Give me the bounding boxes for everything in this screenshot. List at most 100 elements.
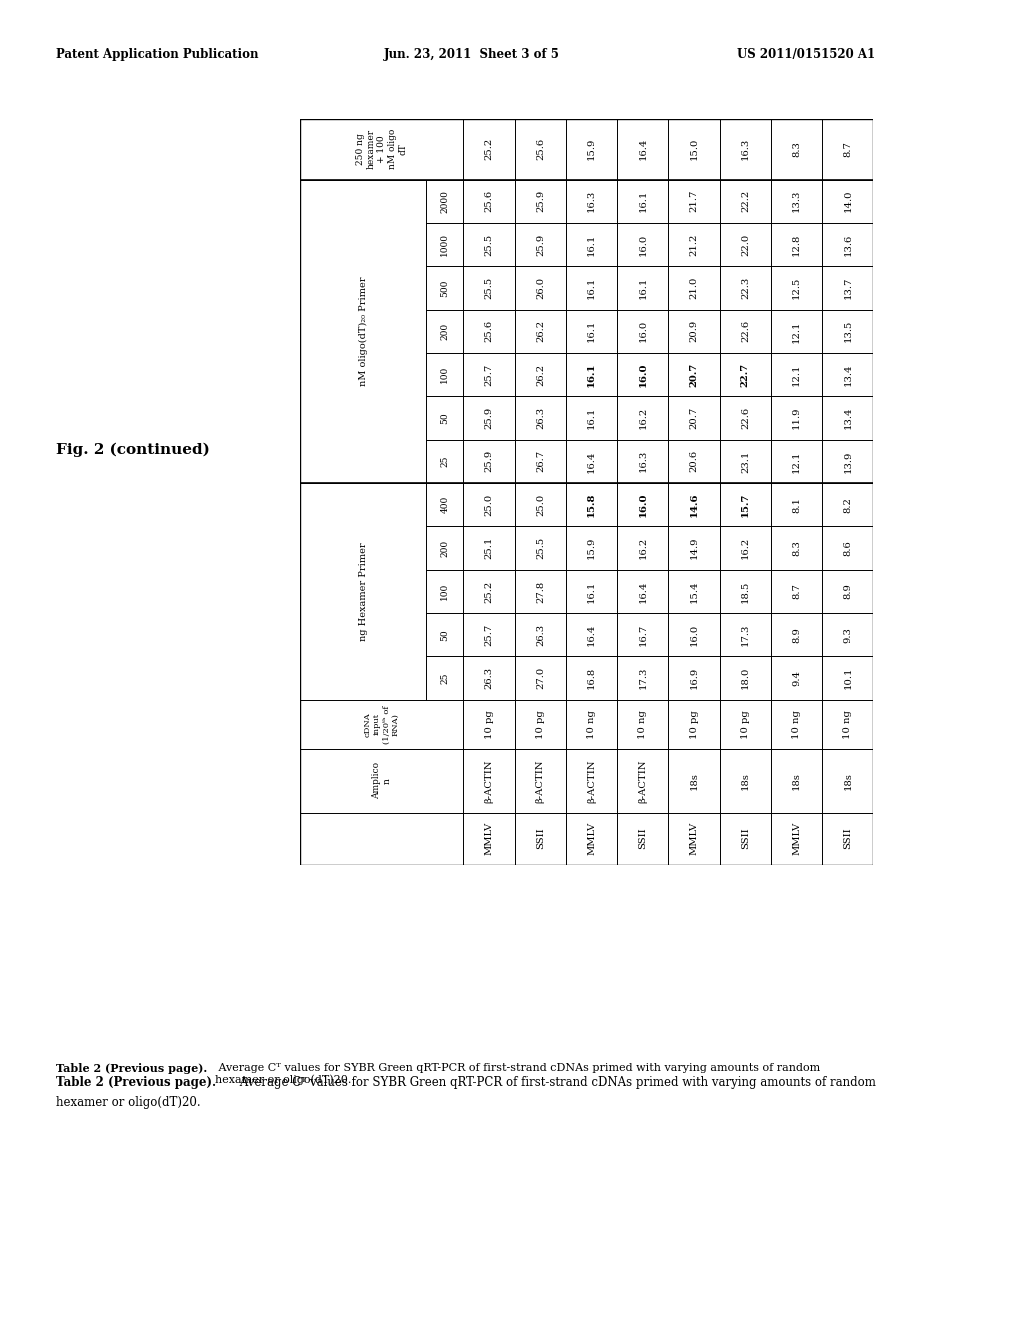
Text: 20.9: 20.9 (689, 321, 698, 342)
Text: 22.7: 22.7 (740, 363, 750, 387)
Bar (617, 527, 669, 570)
Bar (617, 700, 669, 748)
Text: 16.4: 16.4 (587, 623, 596, 645)
Bar (720, 180, 771, 223)
Bar (515, 483, 566, 527)
Text: Fig. 2 (continued): Fig. 2 (continued) (56, 442, 210, 457)
Bar (566, 267, 617, 310)
Bar (515, 180, 566, 223)
Bar (669, 527, 720, 570)
Text: 9.3: 9.3 (844, 627, 852, 643)
Bar (515, 570, 566, 612)
Bar (617, 570, 669, 612)
Bar (720, 352, 771, 396)
Text: 16.3: 16.3 (740, 139, 750, 160)
Bar (771, 527, 822, 570)
Bar (822, 223, 873, 267)
Text: 25.7: 25.7 (484, 623, 494, 645)
Text: 16.1: 16.1 (587, 363, 596, 387)
Bar (426, 310, 464, 352)
Text: 15.8: 15.8 (587, 492, 596, 517)
Bar (566, 310, 617, 352)
Bar (300, 748, 464, 813)
Text: 15.9: 15.9 (587, 139, 596, 160)
Text: 26.7: 26.7 (536, 450, 545, 473)
Text: 2000: 2000 (440, 190, 450, 213)
Bar (669, 440, 720, 483)
Text: 25.9: 25.9 (484, 450, 494, 473)
Text: SSII: SSII (844, 828, 852, 849)
Text: Patent Application Publication: Patent Application Publication (56, 48, 259, 61)
Bar (771, 748, 822, 813)
Bar (771, 612, 822, 656)
Text: 10 ng: 10 ng (638, 710, 647, 739)
Text: 22.2: 22.2 (740, 190, 750, 213)
Text: 500: 500 (440, 280, 450, 297)
Bar (464, 527, 515, 570)
Text: 16.0: 16.0 (638, 321, 647, 342)
Text: 25.5: 25.5 (484, 234, 494, 256)
Text: 10 pg: 10 pg (740, 710, 750, 739)
Bar (669, 700, 720, 748)
Bar (617, 352, 669, 396)
Text: 25.0: 25.0 (536, 494, 545, 516)
Bar (617, 748, 669, 813)
Text: 50: 50 (440, 628, 450, 640)
Text: 16.4: 16.4 (587, 450, 596, 473)
Bar (464, 748, 515, 813)
Text: 14.9: 14.9 (689, 537, 698, 560)
Bar (771, 440, 822, 483)
Text: nM oligo(dT)₂₀ Primer: nM oligo(dT)₂₀ Primer (358, 276, 368, 385)
Text: 18s: 18s (844, 772, 852, 789)
Bar (464, 483, 515, 527)
Text: 13.4: 13.4 (844, 363, 852, 385)
Bar (771, 700, 822, 748)
Text: β-ACTIN: β-ACTIN (587, 759, 596, 803)
Bar (464, 223, 515, 267)
Bar (566, 570, 617, 612)
Bar (822, 612, 873, 656)
Text: 18s: 18s (793, 772, 801, 789)
Bar (617, 612, 669, 656)
Text: 12.8: 12.8 (793, 234, 801, 256)
Bar (464, 612, 515, 656)
Text: 18s: 18s (740, 772, 750, 789)
Bar (515, 310, 566, 352)
Bar (515, 527, 566, 570)
Bar (300, 483, 426, 700)
Text: 20.6: 20.6 (689, 450, 698, 473)
Bar (566, 119, 617, 180)
Text: 25.1: 25.1 (484, 537, 494, 560)
Bar (515, 440, 566, 483)
Text: 16.1: 16.1 (587, 407, 596, 429)
Bar (771, 310, 822, 352)
Text: 21.0: 21.0 (689, 277, 698, 300)
Bar (426, 656, 464, 700)
Bar (617, 656, 669, 700)
Bar (669, 180, 720, 223)
Bar (566, 656, 617, 700)
Bar (822, 267, 873, 310)
Text: 16.4: 16.4 (638, 139, 647, 160)
Text: 25.9: 25.9 (536, 190, 545, 213)
Bar (669, 119, 720, 180)
Text: β-ACTIN: β-ACTIN (536, 759, 545, 803)
Bar (720, 267, 771, 310)
Bar (669, 396, 720, 440)
Text: 200: 200 (440, 322, 450, 339)
Text: MMLV: MMLV (689, 822, 698, 855)
Bar (566, 352, 617, 396)
Text: 10 pg: 10 pg (689, 710, 698, 739)
Text: 20.7: 20.7 (689, 363, 698, 387)
Bar (822, 813, 873, 865)
Text: 8.7: 8.7 (844, 141, 852, 157)
Text: 16.1: 16.1 (587, 319, 596, 342)
Text: 25.9: 25.9 (536, 234, 545, 256)
Text: Average Cᵀ values for SYBR Green qRT-PCR of first-strand cDNAs primed with varyi: Average Cᵀ values for SYBR Green qRT-PCR… (236, 1076, 876, 1089)
Text: Jun. 23, 2011  Sheet 3 of 5: Jun. 23, 2011 Sheet 3 of 5 (384, 48, 560, 61)
Bar (720, 119, 771, 180)
Text: 8.2: 8.2 (844, 496, 852, 512)
Bar (617, 267, 669, 310)
Text: 10 pg: 10 pg (484, 710, 494, 739)
Text: 17.3: 17.3 (638, 667, 647, 689)
